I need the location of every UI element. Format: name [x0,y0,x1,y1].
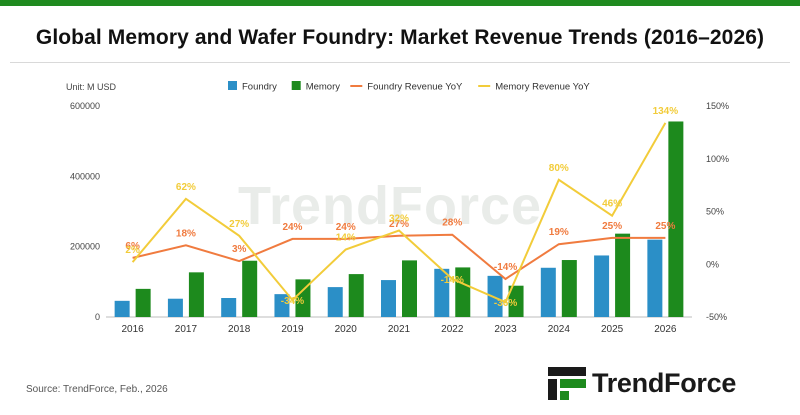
data-label-foundry-revenue-yoy: 25% [602,221,622,232]
bar-foundry [327,287,343,317]
data-label-memory-revenue-yoy: 80% [549,163,569,174]
x-tick-label: 2021 [388,324,411,335]
bar-foundry [167,298,183,317]
logo-bar-left [548,379,557,400]
line-memory-revenue-yoy [131,122,667,304]
data-label-memory-revenue-yoy: 27% [229,219,249,230]
y-right-tick-label: 50% [706,207,724,217]
unit-label: Unit: M USD [66,82,117,92]
data-label-foundry-revenue-yoy: 24% [282,222,302,233]
data-label-memory-revenue-yoy: 62% [176,182,196,193]
data-label-memory-revenue-yoy: 14% [336,232,356,243]
data-label-memory-revenue-yoy: -14% [441,275,464,286]
data-label-foundry-revenue-yoy: 3% [232,244,247,255]
bar-memory [668,121,684,318]
data-label-memory-revenue-yoy: 2% [125,245,140,256]
x-tick-label: 2016 [122,324,145,335]
source-note: Source: TrendForce, Feb., 2026 [26,384,168,395]
x-tick-label: 2026 [654,324,677,335]
y-left-tick-label: 400000 [70,171,100,181]
data-label-memory-revenue-yoy: -36% [494,298,517,309]
logo-bar-low [560,391,569,400]
data-label-foundry-revenue-yoy: 28% [442,218,462,229]
bar-memory [615,233,631,317]
title-divider [10,62,790,63]
bar-foundry [274,294,290,317]
x-tick-label: 2025 [601,324,624,335]
bar-memory [561,260,577,317]
top-accent-bar [0,0,800,6]
x-tick-label: 2019 [281,324,304,335]
data-label-foundry-revenue-yoy: 18% [176,228,196,239]
legend-label: Foundry Revenue YoY [367,82,463,93]
data-label-foundry-revenue-yoy: -14% [494,262,517,273]
x-tick-label: 2020 [335,324,358,335]
bar-memory [135,288,151,317]
data-label-foundry-revenue-yoy: 19% [549,227,569,238]
y-right-tick-label: 0% [706,259,719,269]
bar-foundry [540,267,556,317]
bar-foundry [647,239,663,317]
data-label-memory-revenue-yoy: 32% [389,213,409,224]
bar-memory [455,267,471,317]
watermark: TrendForce [238,176,543,236]
bar-memory [348,274,364,317]
y-right-tick-label: 100% [706,154,729,164]
x-tick-label: 2018 [228,324,251,335]
logo-bar-top [548,367,586,376]
logo-bar-mid [560,379,586,388]
y-left-tick-label: 200000 [70,242,100,252]
bar-foundry [221,298,237,317]
bar-foundry [381,280,396,317]
bar-memory [188,272,204,317]
y-right-tick-label: -50% [706,312,727,322]
bar-foundry [434,268,450,317]
bar-memory [242,260,258,317]
y-right-tick-label: 150% [706,101,729,111]
chart-title: Global Memory and Wafer Foundry: Market … [35,26,765,49]
x-tick-label: 2022 [441,324,464,335]
data-label-foundry-revenue-yoy: 6% [125,241,140,252]
brand-name: TrendForce [592,368,737,398]
data-label-foundry-revenue-yoy: 25% [655,221,675,232]
y-left-tick-label: 600000 [70,101,100,111]
legend-label: Memory Revenue YoY [495,82,590,93]
bar-memory [508,285,524,317]
line-foundry-revenue-yoy [132,233,666,281]
data-label-foundry-revenue-yoy: 24% [336,222,356,233]
bar-memory [295,279,311,317]
data-label-foundry-revenue-yoy: 27% [389,219,409,230]
x-tick-label: 2017 [175,324,198,335]
data-label-memory-revenue-yoy: -34% [281,296,304,307]
legend-swatch [228,81,237,90]
x-tick-label: 2024 [548,324,571,335]
x-tick-label: 2023 [494,324,517,335]
legend-label: Memory [306,82,341,93]
bar-foundry [114,300,130,317]
data-label-memory-revenue-yoy: 134% [653,106,679,117]
bar-foundry [487,275,503,317]
bar-foundry [594,255,610,317]
data-label-memory-revenue-yoy: 46% [602,199,622,210]
y-left-tick-label: 0 [95,312,100,322]
legend-swatch [291,81,301,90]
bar-memory [402,260,417,317]
trendforce-logo [548,367,586,400]
legend-label: Foundry [242,82,277,93]
